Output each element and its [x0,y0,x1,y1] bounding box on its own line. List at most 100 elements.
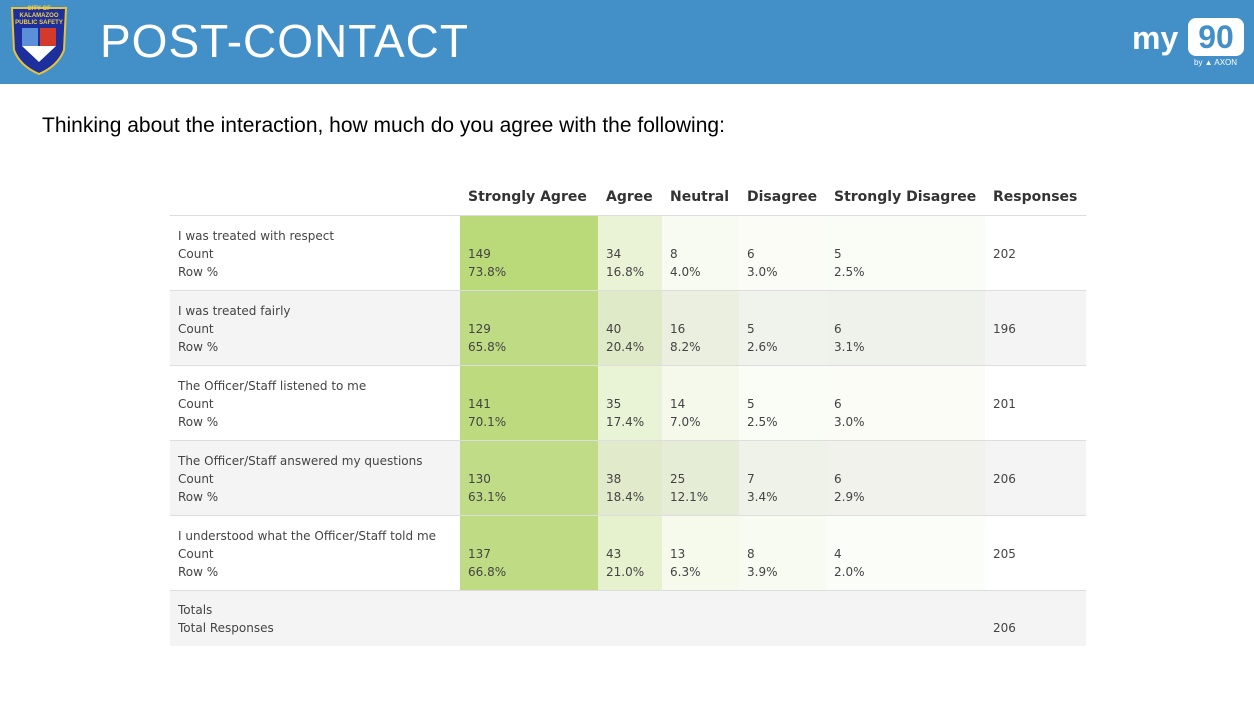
row-label-cell: The Officer/Staff answered my questions C… [170,440,460,516]
value-cell: 38 18.4% [598,440,662,516]
count-value: 8 [747,546,755,561]
table-row: I was treated with respect Count Row % 149… [170,215,1086,291]
value-cell: 25 12.1% [662,440,739,516]
value-cell: 5 2.5% [826,215,985,291]
table-row: I was treated fairly Count Row % 129 65.8% … [170,290,1086,366]
row-label-cell: I was treated with respect Count Row % [170,215,460,291]
pct-value: 7.0% [670,414,701,429]
responses-value: 202 [993,246,1016,261]
value-cell: 43 21.0% [598,515,662,591]
header-bar: CITY OF KALAMAZOO PUBLIC SAFETY POST-CON… [0,0,1254,84]
count-value: 129 [468,321,491,336]
count-value: 149 [468,246,491,261]
count-value: 16 [670,321,686,336]
count-label: Count [178,546,214,561]
pct-value: 3.4% [747,489,778,504]
header-blank [170,180,460,216]
my90-logo: my 90 by ▲ AXON [1132,18,1246,70]
count-value: 25 [670,471,686,486]
table-row: The Officer/Staff listened to me Count Row… [170,365,1086,441]
logo-90: 90 [1188,18,1244,56]
count-value: 13 [670,546,686,561]
responses-cell: 202 [985,215,1086,291]
pct-value: 2.5% [834,264,865,279]
page-title: POST-CONTACT [100,15,469,67]
count-value: 34 [606,246,622,261]
pct-value: 3.0% [747,264,778,279]
pct-value: 2.9% [834,489,865,504]
badge-text: CITY OF KALAMAZOO PUBLIC SAFETY [15,6,63,26]
totals-row: Totals Total Responses 206 [170,590,1086,646]
value-cell: 40 20.4% [598,290,662,366]
column-header: Responses [985,180,1086,216]
value-cell: 14 7.0% [662,365,739,441]
table-row: I understood what the Officer/Staff told… [170,515,1086,591]
row-label: The Officer/Staff listened to me [178,378,367,393]
count-value: 4 [834,546,842,561]
row-label-cell: The Officer/Staff listened to me Count Row… [170,365,460,441]
count-label: Count [178,321,214,336]
total-responses-label: Total Responses [178,620,274,635]
pct-value: 2.0% [834,564,865,579]
totals-label-cell: Totals Total Responses [170,590,460,646]
row-label: I was treated with respect [178,228,335,243]
pct-value: 17.4% [606,414,645,429]
count-value: 5 [747,321,755,336]
pct-value: 2.6% [747,339,778,354]
pct-value: 70.1% [468,414,507,429]
row-label-cell: I was treated fairly Count Row % [170,290,460,366]
table-row: The Officer/Staff answered my questions C… [170,440,1086,516]
value-cell: 6 2.9% [826,440,985,516]
column-header: Strongly Agree [460,180,598,216]
row-label: I understood what the Officer/Staff told… [178,528,437,543]
pct-value: 16.8% [606,264,645,279]
count-value: 130 [468,471,491,486]
pct-value: 21.0% [606,564,645,579]
count-value: 6 [747,246,755,261]
count-value: 7 [747,471,755,486]
row-pct-label: Row % [178,264,219,279]
question-text: Thinking about the interaction, how much… [42,114,725,137]
count-value: 6 [834,396,842,411]
pct-value: 18.4% [606,489,645,504]
row-label-cell: I understood what the Officer/Staff told… [170,515,460,591]
pct-value: 20.4% [606,339,645,354]
row-label: The Officer/Staff answered my questions [178,453,423,468]
row-pct-label: Row % [178,339,219,354]
count-value: 38 [606,471,622,486]
responses-value: 196 [993,321,1016,336]
value-cell: 137 66.8% [460,515,598,591]
pct-value: 63.1% [468,489,507,504]
count-value: 8 [670,246,678,261]
responses-value: 201 [993,396,1016,411]
count-value: 14 [670,396,686,411]
pct-value: 66.8% [468,564,507,579]
pct-value: 73.8% [468,264,507,279]
pct-value: 3.0% [834,414,865,429]
value-cell: 6 3.1% [826,290,985,366]
value-cell: 8 4.0% [662,215,739,291]
value-cell: 4 2.0% [826,515,985,591]
count-value: 5 [834,246,842,261]
value-cell: 35 17.4% [598,365,662,441]
value-cell: 5 2.5% [739,365,826,441]
row-label: I was treated fairly [178,303,291,318]
value-cell: 129 65.8% [460,290,598,366]
pct-value: 12.1% [670,489,709,504]
pct-value: 3.9% [747,564,778,579]
column-header: Disagree [739,180,826,216]
responses-value: 205 [993,546,1016,561]
count-value: 141 [468,396,491,411]
responses-cell: 206 [985,440,1086,516]
value-cell: 130 63.1% [460,440,598,516]
responses-cell: 196 [985,290,1086,366]
count-label: Count [178,471,214,486]
row-pct-label: Row % [178,489,219,504]
count-label: Count [178,246,214,261]
total-responses-value: 206 [993,620,1016,635]
count-value: 40 [606,321,622,336]
logo-my: my [1132,20,1179,56]
pct-value: 2.5% [747,414,778,429]
row-pct-label: Row % [178,414,219,429]
logo-by-axon: by ▲ AXON [1194,58,1238,67]
